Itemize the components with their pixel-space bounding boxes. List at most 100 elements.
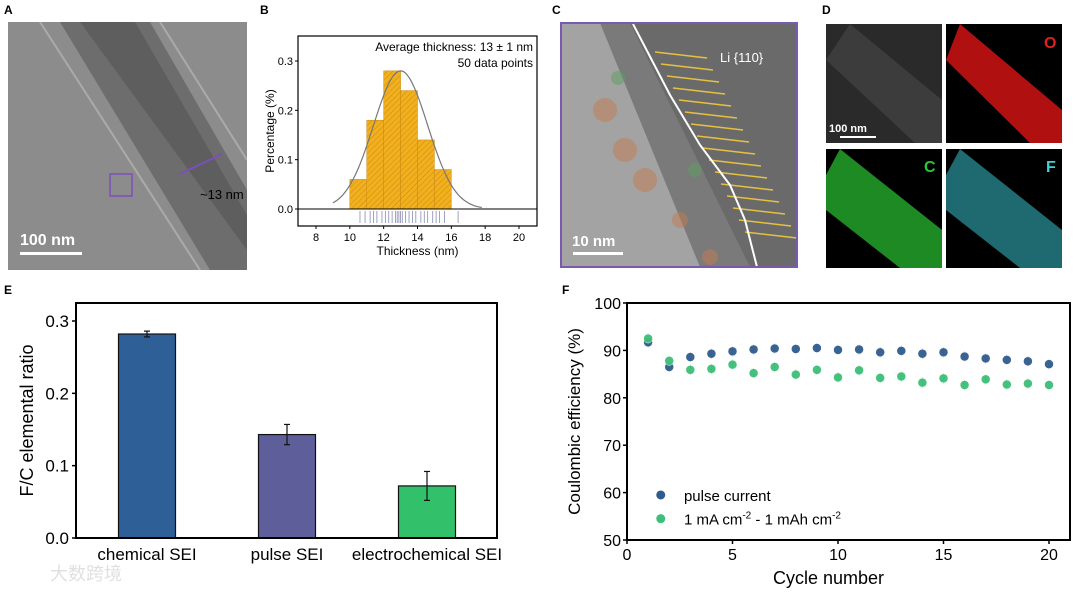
lattice-fringe [660, 63, 714, 71]
data-point-pulse [685, 352, 696, 362]
eds-map-f [946, 149, 1062, 268]
data-point-constant [685, 365, 696, 375]
lattice-fringe [672, 87, 726, 95]
lattice-fringe [678, 99, 732, 107]
panel-label-b: B [260, 3, 269, 17]
frame-c [560, 22, 798, 268]
watermark: 大数跨境 [50, 564, 122, 584]
legend-text: 1 mA cm [684, 512, 742, 529]
y-axis-label: F/C elemental ratio [17, 344, 37, 496]
scale-bar-label-a: 100 nm [20, 232, 75, 249]
data-point-pulse [727, 346, 738, 357]
bar-pulse-sei [257, 433, 317, 539]
scale-bar-a [20, 252, 82, 255]
superscript: -2 [742, 511, 751, 522]
y-tick-label: 0.0 [45, 529, 69, 548]
y-tick-label: 0.3 [45, 312, 69, 331]
scale-bar-d [840, 136, 876, 138]
x-tick-label: 10 [829, 547, 847, 564]
scale-bar-label-d: 100 nm [829, 123, 867, 135]
legend-text: - 1 mAh cm [751, 512, 832, 529]
data-point-constant [769, 362, 780, 372]
x-tick-label: 14 [411, 232, 423, 244]
selection-box [109, 173, 133, 197]
lattice-fringe [732, 207, 786, 215]
y-tick-label: 60 [603, 486, 621, 503]
data-point-pulse [748, 344, 759, 355]
data-point-constant [791, 369, 801, 380]
data-point-pulse [791, 344, 801, 354]
data-point-pulse [1044, 359, 1054, 369]
panel-label-d: D [822, 3, 831, 17]
data-point-pulse [896, 346, 907, 356]
histogram-bar [383, 70, 401, 210]
x-tick-label: 8 [313, 232, 319, 244]
measurement-line [179, 153, 223, 175]
x-tick-label: 20 [1040, 547, 1058, 564]
scale-bar-label-c: 10 nm [572, 233, 615, 250]
scatter-chart: 50 60 70 80 90 100 0 5 10 15 20 Cycle number Coulomb… [565, 296, 1071, 588]
data-point-constant [1002, 379, 1012, 390]
panel-label-f: F [562, 283, 569, 297]
data-point-pulse [938, 347, 949, 358]
hrtem-image-c [561, 23, 797, 267]
x-tick-label: pulse SEI [251, 545, 324, 564]
y-tick-label: 90 [603, 343, 621, 360]
data-point-pulse [917, 348, 928, 359]
data-point-pulse [833, 345, 843, 355]
lattice-fringe [702, 147, 756, 155]
data-point-constant [727, 359, 738, 370]
x-axis-label: Thickness (nm) [376, 244, 458, 258]
data-point-pulse [980, 353, 991, 364]
annotation-count: 50 data points [458, 56, 533, 70]
y-tick-label: 0.1 [45, 457, 69, 476]
bar-chemical-sei [117, 333, 177, 539]
data-point-constant [1023, 378, 1033, 389]
histogram-bar [366, 119, 384, 210]
legend-marker [656, 490, 666, 500]
lattice-fringe [684, 111, 738, 119]
thickness-annotation: ~13 nm [200, 187, 244, 202]
superscript: -2 [832, 511, 841, 522]
haadf-image [826, 24, 942, 143]
data-point-pulse [1023, 356, 1033, 367]
x-tick-label: 16 [445, 232, 457, 244]
panel-label-a: A [4, 3, 13, 17]
x-tick-label: 15 [935, 547, 953, 564]
lattice-fringe [654, 51, 708, 59]
data-point-pulse [706, 348, 717, 359]
scale-bar-c [573, 252, 623, 255]
y-tick-label: 0.1 [278, 155, 293, 167]
gaussian-fit-curve [332, 70, 482, 209]
panel-label-c: C [552, 3, 561, 17]
plot-frame [75, 302, 498, 539]
data-point-constant [959, 380, 970, 390]
legend-marker [656, 514, 666, 524]
data-point-constant [643, 333, 653, 344]
y-tick-label: 100 [594, 296, 621, 313]
lattice-fringe [738, 219, 792, 227]
annotation-average: Average thickness: 13 ± 1 nm [375, 40, 533, 54]
x-tick-label: 18 [479, 232, 491, 244]
lattice-label: Li {110} [720, 50, 764, 65]
lattice-fringe [714, 171, 768, 179]
histogram-bar [417, 139, 435, 210]
x-axis-label: Cycle number [773, 568, 884, 588]
x-tick-label: chemical SEI [97, 545, 196, 564]
y-tick-label: 0.2 [45, 384, 69, 403]
legend-label-constant: 1 mA cm-2 - 1 mAh cm-2 [684, 511, 841, 529]
eds-map-c [826, 149, 942, 268]
lattice-fringe [690, 123, 744, 131]
y-axis-label: Coulombic efficiency (%) [565, 328, 584, 515]
eds-label-f: F [1046, 159, 1056, 176]
y-tick-label: 70 [603, 438, 621, 455]
data-point-pulse [769, 343, 780, 354]
interface-line [632, 23, 758, 268]
data-point-constant [833, 372, 843, 383]
eds-map-o [946, 24, 1062, 143]
data-point-constant [664, 356, 674, 366]
data-point-constant [875, 373, 885, 383]
x-tick-label: 0 [623, 547, 632, 564]
x-tick-label: electrochemical SEI [352, 545, 502, 564]
